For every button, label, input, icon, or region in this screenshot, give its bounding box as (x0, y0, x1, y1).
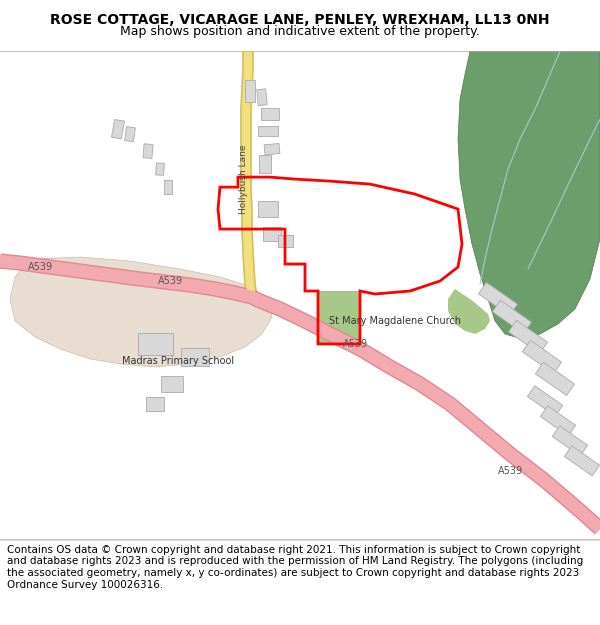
Bar (143, 144, 153, 159)
Bar (137, 333, 173, 355)
Bar (146, 397, 164, 411)
Text: A539: A539 (497, 466, 523, 476)
Bar (155, 163, 164, 176)
Text: A539: A539 (28, 262, 53, 272)
Bar (112, 119, 124, 139)
Text: Madras Primary School: Madras Primary School (122, 356, 234, 366)
Bar (277, 235, 293, 247)
Bar (164, 180, 172, 194)
Bar (261, 108, 279, 120)
Text: A539: A539 (343, 339, 368, 349)
Text: Contains OS data © Crown copyright and database right 2021. This information is : Contains OS data © Crown copyright and d… (7, 545, 583, 589)
Bar (263, 227, 281, 241)
Bar (259, 155, 271, 173)
Bar (161, 376, 183, 392)
Bar (125, 127, 136, 142)
Bar (264, 144, 280, 155)
Text: A539: A539 (157, 276, 182, 286)
Polygon shape (448, 289, 490, 334)
Polygon shape (318, 291, 360, 344)
Text: ROSE COTTAGE, VICARAGE LANE, PENLEY, WREXHAM, LL13 0NH: ROSE COTTAGE, VICARAGE LANE, PENLEY, WRE… (50, 12, 550, 27)
Bar (258, 201, 278, 217)
Polygon shape (458, 51, 600, 339)
Polygon shape (10, 257, 272, 367)
Bar (257, 89, 267, 106)
Bar (181, 348, 209, 366)
Text: St Mary Magdalene Church: St Mary Magdalene Church (329, 316, 461, 326)
Bar (527, 386, 563, 416)
Bar (245, 80, 255, 102)
Bar (565, 446, 599, 476)
Bar (523, 341, 562, 374)
Text: Hollybush Lane: Hollybush Lane (239, 144, 248, 214)
Text: Map shows position and indicative extent of the property.: Map shows position and indicative extent… (120, 26, 480, 39)
Bar (541, 406, 575, 436)
Bar (553, 426, 587, 456)
Bar (478, 282, 518, 316)
Bar (535, 362, 575, 396)
Bar (493, 301, 532, 334)
Bar (258, 126, 278, 136)
Bar (508, 321, 548, 354)
